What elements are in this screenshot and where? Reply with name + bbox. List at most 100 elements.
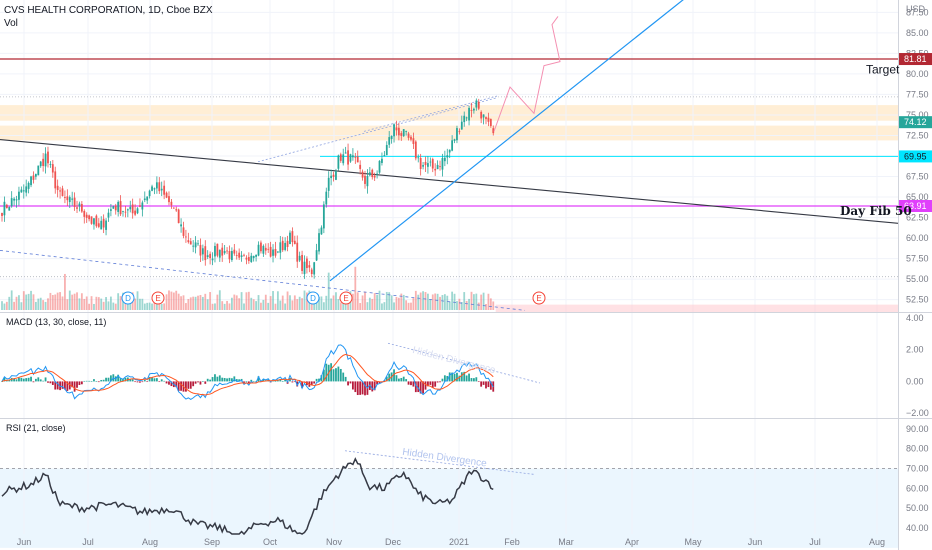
volume-bar	[424, 292, 427, 310]
candle-body	[453, 139, 456, 141]
rsi-layer: RSI (21, close)	[0, 423, 898, 536]
candle-body	[88, 215, 91, 220]
volume-bar	[76, 292, 78, 310]
candle-body	[13, 198, 15, 201]
candle-body	[64, 196, 66, 198]
volume-forecast-strip	[495, 304, 898, 312]
macd-histogram-bar	[429, 381, 432, 385]
candle-body	[347, 150, 349, 165]
macd-histogram-bar	[102, 379, 105, 382]
volume-bar	[143, 303, 146, 310]
macd-histogram-bar	[143, 379, 146, 382]
candle-body	[330, 175, 333, 179]
candle-body	[158, 182, 161, 192]
volume-bar	[264, 294, 267, 310]
volume-bar	[477, 302, 480, 310]
candle-body	[335, 170, 337, 180]
volume-bar	[473, 294, 475, 310]
volume-bar	[136, 291, 139, 310]
macd-histogram-bar	[211, 377, 214, 382]
volume-bar	[187, 298, 190, 310]
candle-body	[20, 189, 23, 193]
volume-bar	[419, 292, 422, 310]
candle-body	[289, 232, 291, 245]
volume-bar	[359, 303, 362, 310]
macd-histogram-bar	[422, 381, 424, 394]
macd-histogram-bar	[209, 379, 212, 382]
candle-body	[318, 233, 320, 252]
divergence-dotted-line	[257, 97, 498, 163]
candle-body	[175, 209, 178, 211]
macd-tick-label: 2.00	[906, 345, 924, 355]
volume-bar	[400, 293, 403, 310]
candle-body	[315, 250, 318, 261]
resistance-zone-lower	[0, 125, 898, 141]
candle-body	[124, 211, 127, 213]
lines-layer	[0, 0, 899, 311]
candle-body	[395, 127, 398, 131]
candle-body	[93, 218, 95, 225]
candle-body	[264, 247, 267, 251]
volume-bar	[482, 292, 485, 310]
macd-histogram-bar	[37, 377, 40, 382]
macd-histogram-bar	[148, 376, 151, 382]
macd-histogram-bar	[165, 381, 168, 384]
price-label-text: 69.95	[904, 151, 927, 161]
candle-body	[136, 208, 139, 214]
candle-body	[272, 249, 274, 256]
event-marker-letter: D	[125, 294, 131, 303]
volume-bar	[255, 301, 257, 310]
candle-body	[32, 175, 35, 180]
candle-body	[473, 108, 475, 111]
candle-body	[206, 255, 209, 257]
candle-body	[337, 155, 340, 169]
macd-tick-label: 0.00	[906, 376, 924, 386]
macd-histogram-bar	[448, 372, 451, 382]
volume-bar	[1, 301, 3, 310]
volume-bar	[66, 299, 69, 310]
candle-body	[293, 240, 296, 245]
volume-bar	[182, 295, 185, 310]
volume-bar	[306, 292, 308, 310]
volume-bar	[301, 298, 303, 310]
candle-body	[226, 250, 228, 252]
candle-body	[163, 185, 166, 195]
volume-bar	[151, 303, 153, 310]
rsi-tick-label: 50.00	[906, 503, 929, 513]
volume-bar	[194, 296, 197, 310]
volume-bar	[284, 303, 287, 310]
macd-histogram-bar	[194, 381, 197, 384]
volume-bar	[170, 291, 173, 310]
time-tick-label: Mar	[558, 537, 574, 547]
candle-body	[180, 224, 182, 227]
macd-histogram-bar	[146, 381, 149, 383]
macd-histogram-bar	[32, 381, 35, 383]
volume-bar	[44, 301, 47, 310]
price-label-text: 74.12	[904, 117, 927, 127]
volume-bar	[175, 290, 178, 310]
volume-bar	[206, 299, 209, 310]
macd-histogram-bar	[51, 381, 54, 385]
macd-histogram-bar	[339, 368, 342, 382]
volume-bar	[262, 299, 265, 310]
candle-body	[192, 245, 195, 247]
macd-histogram-bar	[407, 381, 410, 385]
macd-histogram-bar	[446, 375, 449, 382]
volume-bar	[209, 292, 212, 310]
macd-histogram-bar	[489, 381, 492, 390]
volume-bar	[51, 295, 54, 310]
candle-body	[27, 182, 30, 189]
candle-body	[407, 133, 410, 138]
candle-body	[344, 152, 347, 154]
volume-bar	[446, 295, 449, 310]
volume-bar	[487, 293, 490, 310]
volume-bar	[492, 301, 495, 310]
candle-body	[49, 164, 52, 165]
volume-bar	[93, 303, 95, 310]
macd-histogram-bar	[68, 381, 71, 390]
candle-body	[431, 159, 434, 169]
candle-body	[422, 165, 424, 167]
volume-bar	[325, 295, 328, 310]
macd-histogram-bar	[441, 378, 444, 382]
